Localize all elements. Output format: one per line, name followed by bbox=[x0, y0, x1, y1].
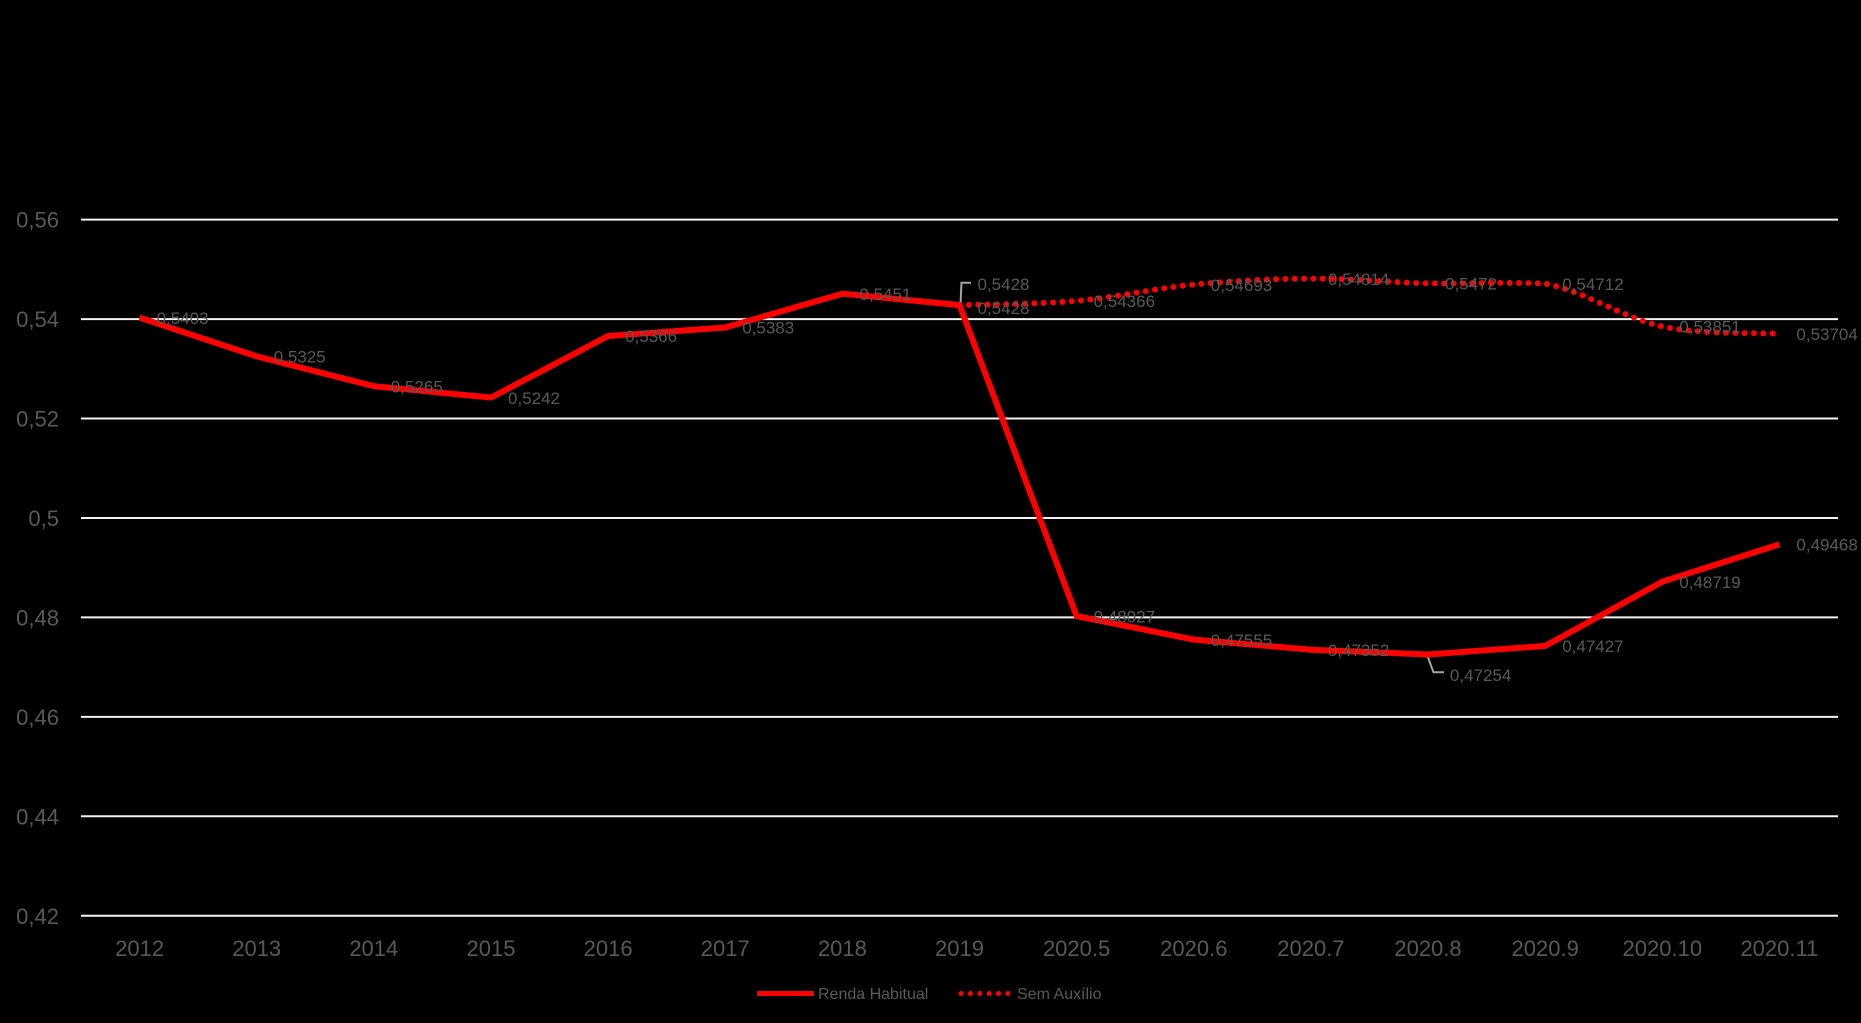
svg-text:0,54366: 0,54366 bbox=[1094, 292, 1155, 311]
svg-text:0,42: 0,42 bbox=[16, 904, 59, 929]
svg-text:2017: 2017 bbox=[701, 936, 750, 961]
svg-text:0,5325: 0,5325 bbox=[274, 348, 326, 367]
svg-text:0,56: 0,56 bbox=[16, 208, 59, 233]
svg-text:0,48719: 0,48719 bbox=[1679, 573, 1740, 592]
svg-text:0,54693: 0,54693 bbox=[1211, 276, 1272, 295]
svg-text:0,5242: 0,5242 bbox=[508, 389, 560, 408]
svg-text:0,54: 0,54 bbox=[16, 307, 59, 332]
svg-text:0,46: 0,46 bbox=[16, 705, 59, 730]
svg-text:0,54814: 0,54814 bbox=[1328, 270, 1389, 289]
svg-text:0,5428: 0,5428 bbox=[978, 275, 1030, 294]
svg-text:Renda Habitual: Renda Habitual bbox=[818, 986, 928, 1003]
svg-text:2020.11: 2020.11 bbox=[1740, 936, 1818, 961]
svg-text:Sem Auxílio: Sem Auxílio bbox=[1017, 986, 1102, 1003]
svg-text:0,47427: 0,47427 bbox=[1562, 637, 1623, 656]
svg-text:2020.5: 2020.5 bbox=[1043, 936, 1110, 961]
svg-text:2018: 2018 bbox=[818, 936, 867, 961]
svg-text:0,53704: 0,53704 bbox=[1796, 325, 1857, 344]
svg-text:0,47352: 0,47352 bbox=[1328, 641, 1389, 660]
svg-text:0,49468: 0,49468 bbox=[1796, 536, 1857, 555]
svg-text:0,5383: 0,5383 bbox=[742, 319, 794, 338]
svg-text:2020.8: 2020.8 bbox=[1394, 936, 1461, 961]
svg-text:0,48: 0,48 bbox=[16, 605, 59, 630]
svg-text:2012: 2012 bbox=[115, 936, 164, 961]
svg-text:0,52: 0,52 bbox=[16, 407, 59, 432]
svg-text:2020.10: 2020.10 bbox=[1623, 936, 1703, 961]
svg-text:2020.6: 2020.6 bbox=[1160, 936, 1227, 961]
svg-text:0,47555: 0,47555 bbox=[1211, 631, 1272, 650]
svg-text:2015: 2015 bbox=[467, 936, 516, 961]
svg-text:0,5: 0,5 bbox=[28, 506, 59, 531]
svg-text:0,5403: 0,5403 bbox=[157, 309, 209, 328]
svg-text:0,5472: 0,5472 bbox=[1445, 274, 1497, 293]
svg-text:0,5451: 0,5451 bbox=[859, 285, 911, 304]
svg-text:2020.7: 2020.7 bbox=[1277, 936, 1344, 961]
svg-text:0,5428: 0,5428 bbox=[978, 299, 1030, 318]
svg-text:0,5265: 0,5265 bbox=[391, 377, 443, 396]
svg-text:0,54712: 0,54712 bbox=[1562, 275, 1623, 294]
svg-text:2014: 2014 bbox=[349, 936, 398, 961]
svg-text:0,5366: 0,5366 bbox=[625, 327, 677, 346]
svg-text:2020.9: 2020.9 bbox=[1512, 936, 1579, 961]
svg-text:0,44: 0,44 bbox=[16, 804, 59, 829]
svg-text:0,47254: 0,47254 bbox=[1450, 666, 1511, 685]
svg-text:0,48027: 0,48027 bbox=[1094, 607, 1155, 626]
svg-text:2013: 2013 bbox=[232, 936, 281, 961]
svg-text:2016: 2016 bbox=[584, 936, 633, 961]
svg-text:0,53851: 0,53851 bbox=[1679, 318, 1740, 337]
svg-text:2019: 2019 bbox=[935, 936, 984, 961]
